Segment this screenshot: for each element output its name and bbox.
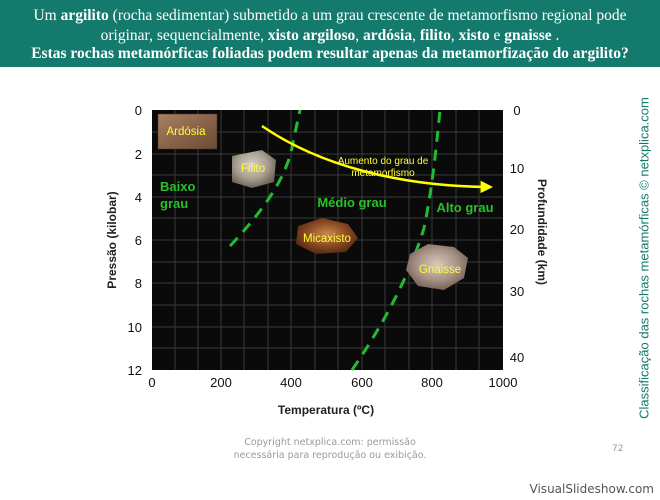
- rock-ardosia: Ardósia: [157, 113, 218, 150]
- grid: [152, 110, 503, 370]
- watermark: VisualSlideshow.com: [529, 482, 654, 496]
- micaxisto-sample-image: [296, 218, 358, 254]
- rock-gnaisse: Gnaisse: [406, 244, 468, 290]
- x-axis-title: Temperatura (ºC): [278, 403, 374, 417]
- filito-label: Filito: [241, 163, 265, 175]
- term-ardosia: ardósia: [363, 27, 413, 44]
- x-tick: 800: [421, 375, 443, 390]
- y-right-tick: 10: [510, 161, 524, 176]
- medium-grade-label: Médio grau: [317, 195, 386, 210]
- high-grade-label: Alto grau: [436, 200, 493, 215]
- rock-micaxisto: Micaxisto: [296, 218, 358, 254]
- x-tick: 400: [280, 375, 302, 390]
- y-right-axis-ticks: 0 10 20 30 40: [510, 103, 524, 365]
- page-number: 72: [612, 444, 624, 454]
- copyright-line-1: Copyright netxplica.com: permissão: [244, 437, 416, 448]
- metamorphism-increase-arrow: [261, 124, 493, 194]
- x-tick: 600: [351, 375, 373, 390]
- y-right-tick: 0: [513, 103, 520, 118]
- low-grade-label-line-1: Baixo: [160, 179, 195, 194]
- x-tick: 200: [210, 375, 232, 390]
- ardosia-label: Ardósia: [167, 126, 207, 138]
- term-filito: filito: [419, 27, 451, 44]
- y-left-tick: 2: [135, 147, 142, 162]
- title-line-1: Um argilito (rocha sedimentar) submetido…: [33, 7, 627, 24]
- y-right-tick: 40: [510, 350, 524, 365]
- micaxisto-label: Micaxisto: [303, 233, 351, 245]
- title-question: Estas rochas metamórficas foliadas podem…: [31, 45, 629, 62]
- copyright-line-2: necessária para reprodução ou exibição.: [233, 450, 427, 461]
- term-gnaisse: gnaisse: [504, 27, 552, 44]
- footer-copyright: Copyright netxplica.com: permissão neces…: [200, 436, 460, 462]
- y-right-tick: 20: [510, 222, 524, 237]
- slide-title-banner: Um argilito (rocha sedimentar) submetido…: [0, 0, 660, 67]
- y-left-tick: 8: [135, 276, 142, 291]
- arrow-label-line-1: Aumento do grau de: [338, 156, 429, 167]
- y-left-tick: 6: [135, 233, 142, 248]
- filito-sample-image: [232, 150, 276, 188]
- y-right-axis-title: Profundidade (km): [535, 179, 549, 285]
- medium-high-grade-boundary: [350, 109, 442, 371]
- x-axis-ticks: 0 200 400 600 800 1000: [148, 375, 517, 390]
- arrow-label-line-2: metamorfismo: [351, 168, 415, 179]
- y-left-tick: 10: [128, 320, 142, 335]
- y-left-axis-title: Pressão (kilobar): [105, 191, 119, 288]
- gnaisse-sample-image: [406, 244, 468, 290]
- y-right-tick: 30: [510, 284, 524, 299]
- x-tick: 0: [148, 375, 155, 390]
- title-line-2: originar, sequencialmente, xisto argilos…: [100, 27, 560, 44]
- term-xisto-argiloso: xisto argiloso: [267, 27, 356, 44]
- term-argilito: argilito: [60, 7, 109, 24]
- y-left-tick: 0: [135, 103, 142, 118]
- y-left-tick: 12: [128, 363, 142, 378]
- ardosia-sample-image: [157, 113, 218, 150]
- sidebar-credit: Classificação das rochas metamórficas © …: [636, 97, 652, 419]
- y-left-axis-ticks: 0 2 4 6 8 10 12: [128, 103, 142, 378]
- gnaisse-label: Gnaisse: [419, 264, 461, 276]
- rock-filito: Filito: [232, 150, 276, 188]
- term-xisto: xisto: [458, 27, 490, 44]
- y-left-tick: 4: [135, 190, 142, 205]
- x-tick: 1000: [489, 375, 518, 390]
- low-grade-label-line-2: grau: [160, 196, 188, 211]
